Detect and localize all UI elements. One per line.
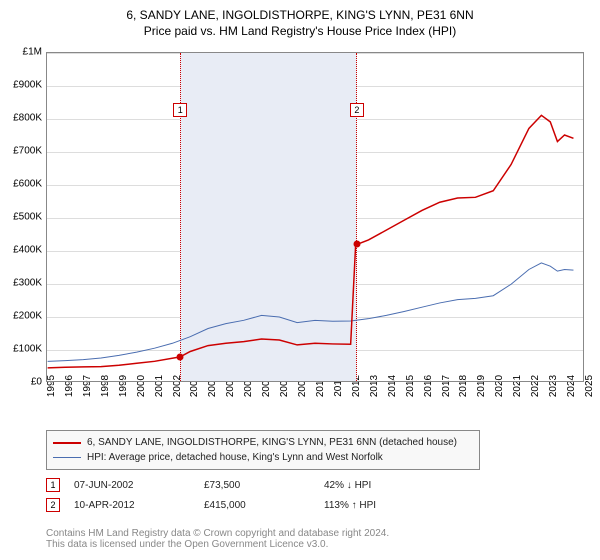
y-tick-label: £200K [2,311,42,322]
footnote: Contains HM Land Registry data © Crown c… [46,528,389,550]
event-delta-1: 42% ↓ HPI [324,480,371,491]
legend: 6, SANDY LANE, INGOLDISTHORPE, KING'S LY… [46,430,480,470]
event-date-1: 07-JUN-2002 [74,480,204,491]
footnote-line1: Contains HM Land Registry data © Crown c… [46,528,389,539]
event-marker-box-1: 1 [173,103,187,117]
event-marker-dot-1 [177,353,184,360]
series-line [48,263,574,361]
event-marker-box-2: 2 [350,103,364,117]
title-line1: 6, SANDY LANE, INGOLDISTHORPE, KING'S LY… [0,8,600,22]
event-price-1: £73,500 [204,480,324,491]
event-delta-2: 113% ↑ HPI [324,500,376,511]
y-tick-label: £1M [2,47,42,58]
event-detail-2: 2 10-APR-2012 £415,000 113% ↑ HPI [46,498,376,512]
legend-label-property: 6, SANDY LANE, INGOLDISTHORPE, KING'S LY… [87,437,457,448]
event-details-list: 1 07-JUN-2002 £73,500 42% ↓ HPI 2 10-APR… [46,478,376,518]
y-tick-label: £500K [2,212,42,223]
chart-title: 6, SANDY LANE, INGOLDISTHORPE, KING'S LY… [0,0,600,38]
y-tick-label: £400K [2,245,42,256]
x-tick-label: 2025 [584,375,595,397]
title-line2: Price paid vs. HM Land Registry's House … [0,24,600,38]
legend-row-hpi: HPI: Average price, detached house, King… [53,450,473,465]
legend-row-property: 6, SANDY LANE, INGOLDISTHORPE, KING'S LY… [53,435,473,450]
y-tick-label: £300K [2,278,42,289]
legend-label-hpi: HPI: Average price, detached house, King… [87,452,383,463]
event-detail-1: 1 07-JUN-2002 £73,500 42% ↓ HPI [46,478,376,492]
legend-swatch-property [53,442,81,444]
event-price-2: £415,000 [204,500,324,511]
y-tick-label: £0 [2,377,42,388]
y-tick-label: £800K [2,113,42,124]
series-line [48,115,574,368]
chart-plot-area: 12 [46,52,584,382]
event-box-2-icon: 2 [46,498,60,512]
y-tick-label: £600K [2,179,42,190]
event-date-2: 10-APR-2012 [74,500,204,511]
y-tick-label: £100K [2,344,42,355]
event-marker-dot-2 [353,241,360,248]
footnote-line2: This data is licensed under the Open Gov… [46,539,389,550]
y-tick-label: £900K [2,80,42,91]
event-box-1-icon: 1 [46,478,60,492]
y-tick-label: £700K [2,146,42,157]
chart-lines-svg [47,53,583,381]
legend-swatch-hpi [53,457,81,458]
